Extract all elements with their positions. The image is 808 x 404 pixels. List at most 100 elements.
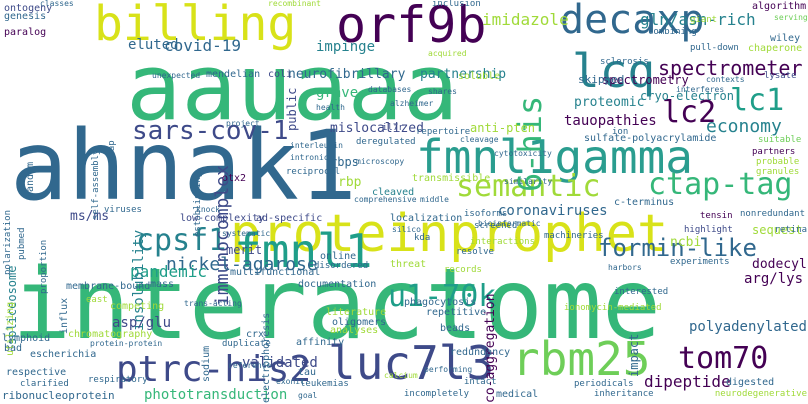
word: ontogeny <box>4 3 53 14</box>
word: low-complexity <box>180 213 265 224</box>
word: nickel-agarose <box>166 254 318 275</box>
word: genesis <box>4 11 47 22</box>
word: intact <box>464 377 497 387</box>
word: spectrometry <box>602 73 689 87</box>
word: self-assembly <box>91 149 101 221</box>
word: influx <box>59 297 70 334</box>
word: highlight <box>684 225 733 235</box>
word: cytotoxicity <box>494 149 552 158</box>
word: tauopathies <box>564 113 657 129</box>
word: clarified <box>20 379 69 389</box>
word: literature <box>326 307 387 318</box>
word: tom70 <box>678 341 769 376</box>
word: gln/asn-rich <box>640 10 756 29</box>
word: cleaved <box>372 187 415 198</box>
word: wiley <box>770 33 801 44</box>
word: resolve <box>456 247 494 257</box>
word: contexts <box>706 75 745 84</box>
word: trap <box>107 139 117 162</box>
word: covid-19 <box>164 36 242 55</box>
word: trans-acting <box>184 299 242 308</box>
word: lc1 <box>730 83 785 118</box>
word: ahnak1 <box>10 110 357 222</box>
word: affinity <box>296 337 345 348</box>
word: screened <box>474 221 518 231</box>
word: inclusion <box>432 0 481 9</box>
word: coli <box>268 69 293 80</box>
word: alzheimer <box>390 99 434 108</box>
word: multifunctional <box>230 267 321 278</box>
word: arg/lys <box>744 271 804 287</box>
word: knock <box>196 205 221 214</box>
word: imidazole <box>482 10 569 29</box>
word: eluted <box>128 37 179 53</box>
word: mass <box>150 279 175 290</box>
word: systematic <box>222 229 271 238</box>
word: repertoire <box>416 127 471 137</box>
word: proteinprophet <box>230 204 669 264</box>
word: records <box>444 265 482 275</box>
word: interleukin <box>290 141 343 150</box>
word: sodium <box>201 345 212 382</box>
word: combining <box>648 27 697 37</box>
word: decaxp <box>560 0 705 43</box>
word: ptrc-his2 <box>116 349 312 390</box>
word: harbors <box>608 263 642 272</box>
word: impinge <box>316 39 376 55</box>
word: neurodegenerative <box>714 389 807 399</box>
word: calcium <box>384 371 418 380</box>
word: interactome <box>12 248 662 362</box>
word: performing <box>424 365 473 374</box>
word: inheritance <box>594 389 654 399</box>
word: suitable <box>758 135 802 145</box>
word: c-terminus <box>614 197 675 208</box>
word: documentation <box>298 279 377 290</box>
word: ad-specific <box>256 213 323 224</box>
word: rbm25 <box>512 332 651 386</box>
word: intronic <box>290 153 329 162</box>
word: bioinformatic <box>478 219 541 228</box>
word: polyadenylated <box>688 319 807 335</box>
word: transmissible <box>412 173 491 184</box>
word: threat <box>390 259 427 270</box>
word: ion <box>612 127 629 137</box>
word: exonic <box>276 377 305 386</box>
word: cpsf1 <box>136 223 227 258</box>
word: il7r <box>382 123 404 133</box>
word: chaperone <box>748 43 803 54</box>
word: similarity <box>504 177 553 186</box>
word: anti-pten <box>470 121 536 135</box>
word: u1-70k <box>388 279 497 314</box>
word: algorithm <box>752 1 807 12</box>
word: duplicate <box>222 339 271 349</box>
word: fmnl1gamma <box>416 130 693 184</box>
word: merit <box>226 243 263 257</box>
word: sulfate-polyacrylamide <box>584 133 717 144</box>
word: pull-down <box>690 43 739 53</box>
word: escherichia <box>30 349 97 360</box>
word: aauaaa <box>126 34 459 141</box>
word: soluble <box>458 71 501 82</box>
word: project <box>226 119 260 128</box>
word: paralog <box>4 27 47 38</box>
word: tensin <box>700 211 733 221</box>
word: classes <box>40 0 74 8</box>
word: periodicals <box>574 379 634 389</box>
word: rbps <box>330 155 359 169</box>
word: probable <box>756 157 800 167</box>
word: microscopy <box>356 157 405 166</box>
word: coronaviruses <box>498 203 608 219</box>
word: granules <box>756 167 800 177</box>
word: middle <box>420 195 449 204</box>
word: dipeptide <box>644 372 731 391</box>
word: grave <box>316 85 359 101</box>
word: acquired <box>428 49 467 58</box>
word: online <box>320 251 357 262</box>
word: shares <box>428 87 457 96</box>
word: interactions <box>470 237 536 247</box>
word: luc7l3 <box>328 336 495 390</box>
word: sequest <box>752 223 803 237</box>
word: proportion <box>39 239 49 294</box>
word: lysate <box>764 71 797 81</box>
